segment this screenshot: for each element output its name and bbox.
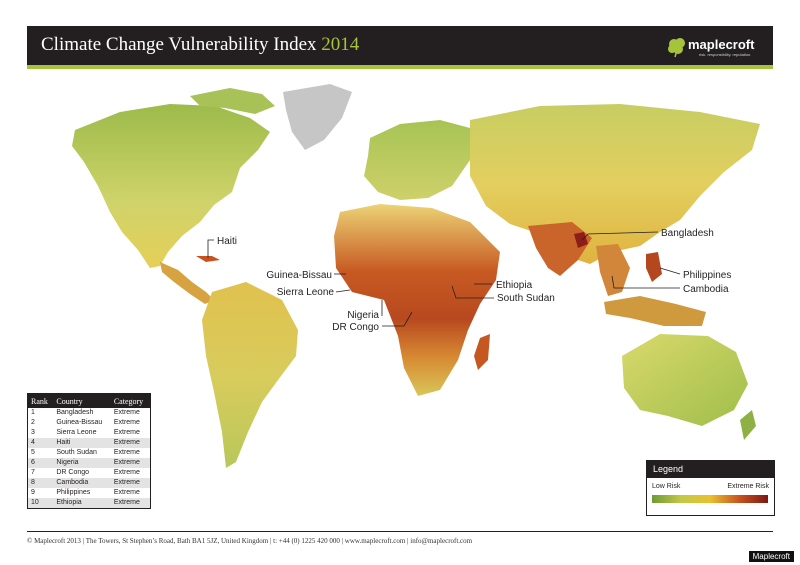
- country-cell: Nigeria: [53, 458, 111, 468]
- europe-region: [364, 120, 470, 200]
- table-row: 8 Cambodia Extreme: [27, 478, 151, 488]
- africa-region: [334, 204, 500, 396]
- rank-cell: 6: [27, 458, 54, 468]
- callout-lines: [207, 231, 681, 327]
- country-cell: Haiti: [53, 438, 111, 448]
- legend-labels: Low Risk Extreme Risk: [647, 478, 774, 492]
- category-cell: Extreme: [113, 409, 140, 416]
- north-america-region: [72, 104, 270, 268]
- title-text: Climate Change Vulnerability Index: [41, 34, 317, 55]
- asia-region: [470, 104, 760, 264]
- country-cell: Philippines: [56, 489, 91, 496]
- bangladesh-region: [574, 232, 588, 248]
- southeast-asia-region: [596, 244, 630, 296]
- rank-cell: 1: [31, 409, 35, 416]
- maple-leaf-icon: [668, 38, 685, 58]
- country-cell: South Sudan: [56, 449, 97, 456]
- callout-line-dr-congo: [382, 311, 413, 327]
- callout-philippines: Philippines: [683, 270, 731, 281]
- country-cell: Ethiopia: [53, 498, 111, 509]
- country-cell: Cambodia: [53, 478, 111, 488]
- rank-cell: 9: [31, 489, 35, 496]
- australia-region: [622, 334, 748, 426]
- madagascar-region: [474, 334, 490, 370]
- callout-line-haiti: [207, 239, 214, 258]
- rank-cell: 2: [31, 419, 35, 426]
- ranking-header-rank: Rank: [27, 393, 54, 408]
- ranking-header-row: Rank Country Category: [27, 393, 151, 408]
- legend-title: Legend: [647, 461, 774, 478]
- callout-sierra-leone: Sierra Leone: [277, 287, 335, 298]
- page-title: Climate Change Vulnerability Index 2014: [41, 34, 359, 56]
- header-bar: Climate Change Vulnerability Index 2014 …: [27, 26, 773, 65]
- category-cell: Extreme: [113, 419, 140, 426]
- country-cell: Sierra Leone: [56, 429, 97, 436]
- rank-cell: 7: [31, 469, 35, 476]
- legend-color-scale: [652, 495, 768, 503]
- maplecroft-logo: maplecroft risk. responsibility. reputat…: [666, 34, 761, 60]
- callout-bangladesh: Bangladesh: [661, 228, 714, 239]
- ranking-table: Rank Country Category 1 Bangladesh Extreme…: [27, 393, 151, 509]
- category-cell: Extreme: [113, 429, 140, 436]
- callout-line-cambodia: [611, 275, 680, 289]
- category-cell: Extreme: [113, 489, 140, 496]
- logo-tagline: risk. responsibility. reputation.: [699, 52, 752, 57]
- callout-line-bangladesh: [581, 231, 659, 241]
- category-cell: Extreme: [110, 478, 151, 488]
- footer-text: © Maplecroft 2013 | The Towers, St Steph…: [27, 537, 473, 545]
- country-cell: Bangladesh: [56, 409, 94, 416]
- country-cell: DR Congo: [56, 469, 90, 476]
- callout-line-sierra-leone: [335, 289, 351, 293]
- table-row: 9 Philippines Extreme: [28, 488, 151, 498]
- rank-cell: 3: [31, 429, 35, 436]
- table-row: 1 Bangladesh Extreme: [28, 408, 151, 418]
- table-row: 7 DR Congo Extreme: [28, 468, 151, 478]
- rank-cell: 5: [31, 449, 35, 456]
- caribbean-region: [196, 256, 220, 262]
- callout-cambodia: Cambodia: [683, 284, 729, 295]
- map-legend: Legend Low Risk Extreme Risk: [646, 460, 775, 516]
- callout-ethiopia: Ethiopia: [496, 280, 533, 291]
- callout-guinea-bissau: Guinea-Bissau: [266, 270, 332, 281]
- table-row: 6 Nigeria Extreme: [27, 458, 151, 468]
- source-watermark: Maplecroft: [748, 551, 794, 562]
- callout-haiti: Haiti: [217, 236, 237, 247]
- title-year: 2014: [321, 34, 360, 55]
- category-cell: Extreme: [113, 469, 140, 476]
- callout-south-sudan: South Sudan: [497, 293, 555, 304]
- greenland-region: [283, 84, 352, 150]
- ranking-header-country: Country: [53, 393, 111, 408]
- rank-cell: 10: [27, 498, 54, 509]
- header-accent-stripe: [27, 65, 773, 69]
- category-cell: Extreme: [113, 449, 140, 456]
- legend-low-label: Low Risk: [652, 483, 681, 490]
- world-map: Haiti Guinea-Bissau Sierra Leone Nigeria…: [72, 84, 760, 468]
- category-cell: Extreme: [110, 498, 151, 509]
- category-cell: Extreme: [110, 438, 151, 448]
- table-row: 10 Ethiopia Extreme: [27, 498, 151, 509]
- new-zealand-region: [740, 410, 756, 440]
- footer-divider: [27, 531, 773, 532]
- callout-line-south-sudan: [451, 285, 494, 299]
- table-row: 2 Guinea-Bissau Extreme: [28, 418, 151, 428]
- country-cell: Guinea-Bissau: [56, 419, 103, 426]
- south-america-region: [202, 282, 298, 468]
- table-row: 5 South Sudan Extreme: [28, 448, 151, 458]
- callout-line-philippines: [659, 267, 681, 275]
- rank-cell: 8: [27, 478, 54, 488]
- rank-cell: 4: [27, 438, 54, 448]
- legend-high-label: Extreme Risk: [727, 483, 769, 490]
- ranking-header-category: Category: [110, 393, 151, 408]
- table-row: 3 Sierra Leone Extreme: [28, 428, 151, 438]
- central-america-region: [160, 262, 214, 304]
- philippines-region: [646, 252, 662, 282]
- canadian-arctic-region: [190, 88, 275, 114]
- callout-nigeria: Nigeria: [347, 310, 379, 321]
- callout-dr-congo: DR Congo: [332, 322, 379, 333]
- logo-text: maplecroft: [688, 37, 755, 52]
- indonesia-region: [604, 296, 706, 326]
- category-cell: Extreme: [110, 458, 151, 468]
- table-row: 4 Haiti Extreme: [27, 438, 151, 448]
